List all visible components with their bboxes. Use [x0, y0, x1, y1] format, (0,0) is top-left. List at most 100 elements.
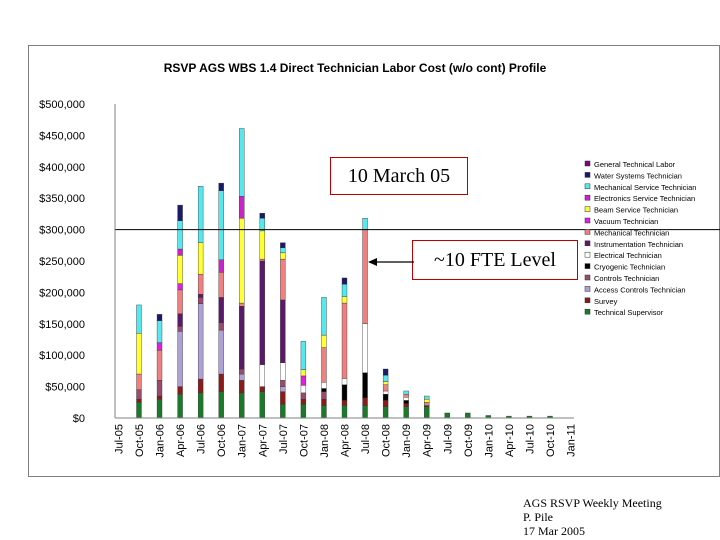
bar-segment	[239, 128, 245, 197]
x-tick-label: Oct-08	[381, 424, 393, 457]
legend-label: Survey	[594, 297, 618, 306]
y-tick-label: $500,000	[39, 99, 85, 111]
bar-segment	[321, 297, 327, 336]
annotation-fte-box: ~10 FTE Level	[412, 240, 578, 280]
legend-swatch	[584, 274, 591, 281]
legend-swatch	[584, 297, 591, 304]
legend-label: Mechanical Service Technician	[594, 183, 696, 192]
legend: General Technical Labor Water Systems Tec…	[584, 160, 696, 317]
bar-segment	[300, 403, 307, 419]
bar-segment	[300, 341, 307, 370]
bar-segment	[280, 391, 286, 405]
bar-segment	[239, 196, 245, 219]
bar-segment	[382, 384, 389, 392]
footer-meeting: AGS RSVP Weekly Meeting	[523, 496, 662, 510]
legend-label: Instrumentation Technician	[594, 240, 683, 249]
bar-segment	[239, 302, 245, 307]
y-tick-label: $100,000	[39, 350, 85, 362]
bar-segment	[300, 375, 307, 386]
bar-segment	[382, 375, 389, 382]
bar-segment	[177, 248, 183, 256]
y-axis-labels: $500,000 $450,000 $400,000 $350,000 $300,000…	[39, 99, 85, 425]
x-tick-label: Jan-10	[483, 424, 495, 458]
bar-segment	[341, 277, 348, 285]
legend-swatch	[584, 308, 591, 315]
bar-segment	[341, 378, 348, 385]
legend-label: General Technical Labor	[594, 160, 676, 169]
bar-segment	[136, 304, 142, 334]
bar-segment	[424, 395, 430, 400]
legend-swatch	[584, 286, 591, 292]
bar-segment	[177, 255, 183, 284]
bar-segment	[382, 400, 389, 407]
bar-segment	[321, 334, 327, 348]
bar-segment	[239, 373, 245, 381]
bar-segment	[300, 385, 307, 394]
legend-label: Beam Service Technician	[594, 206, 678, 215]
legend-swatch	[584, 229, 591, 235]
bar-segment	[280, 403, 286, 419]
bar-segment	[321, 382, 327, 389]
y-tick-label: $400,000	[39, 162, 85, 174]
x-tick-label: Jul-08	[360, 424, 372, 454]
legend-swatch	[584, 217, 591, 224]
y-tick-label: $450,000	[39, 130, 85, 142]
bar-segment	[197, 392, 204, 419]
bar-segment	[259, 218, 265, 232]
bar-segment	[424, 398, 430, 403]
bar-segment	[280, 299, 286, 363]
legend-swatch	[584, 160, 591, 167]
bar-segment	[280, 362, 286, 381]
bar-segment	[403, 393, 409, 398]
bar-segment	[197, 186, 204, 243]
bar-segment	[239, 368, 245, 375]
y-tick-label: $250,000	[39, 256, 85, 268]
x-tick-label: Jul-07	[278, 424, 290, 454]
y-tick-label: $200,000	[39, 287, 85, 299]
bar-segment	[156, 314, 163, 321]
footer: AGS RSVP Weekly Meeting P. Pile 17 Mar 2…	[523, 496, 662, 538]
legend-label: Access Controls Technician	[594, 285, 686, 294]
chart-frame: RSVP AGS WBS 1.4 Direct Technician Labor…	[28, 45, 720, 477]
bar-segment	[300, 392, 307, 400]
bar-segment	[177, 386, 183, 395]
bar-segment	[321, 388, 327, 392]
bar-segment	[382, 390, 389, 395]
bar-segment	[280, 386, 286, 392]
legend-label: Controls Technician	[594, 274, 659, 283]
bar-segment	[280, 252, 286, 260]
bars	[136, 128, 553, 419]
bar-segment	[218, 272, 224, 298]
bar-segment	[218, 190, 224, 260]
x-tick-label: Oct-06	[216, 424, 228, 457]
x-tick-label: Oct-10	[545, 424, 557, 457]
bar-segment	[218, 373, 224, 392]
bar-segment	[341, 302, 348, 379]
bar-segment	[197, 303, 204, 380]
x-axis-labels: Jul-05 Oct-05 Jan-06 Apr-06 Jul-06 Oct-06 Jan-…	[113, 424, 577, 458]
bar-segment	[259, 260, 265, 365]
bar-segment	[177, 204, 183, 222]
bar-segment	[177, 331, 183, 387]
annotation-fte-text: ~10 FTE Level	[434, 249, 556, 271]
bar-segment	[177, 289, 183, 314]
bar-segment	[239, 306, 245, 370]
bar-segment	[259, 391, 265, 419]
bar-segment	[280, 247, 286, 254]
x-tick-label: Jul-09	[442, 424, 454, 454]
legend-swatch	[584, 206, 591, 212]
bar-segment	[444, 412, 450, 419]
bar-segment	[424, 406, 430, 419]
bar-segment	[136, 389, 142, 400]
bar-segment	[218, 322, 224, 331]
x-tick-label: Jul-05	[113, 424, 125, 454]
bar-segment	[403, 403, 409, 407]
x-tick-label: Apr-09	[422, 424, 434, 457]
bar-segment	[362, 397, 368, 406]
bar-segment	[259, 386, 265, 392]
legend-label: Vacuum Technician	[594, 217, 658, 226]
annotation-date-text: 10 March 05	[347, 165, 451, 187]
bar-segment	[341, 296, 348, 304]
x-tick-label: Jan-09	[401, 424, 413, 458]
x-tick-label: Jan-07	[237, 424, 249, 458]
